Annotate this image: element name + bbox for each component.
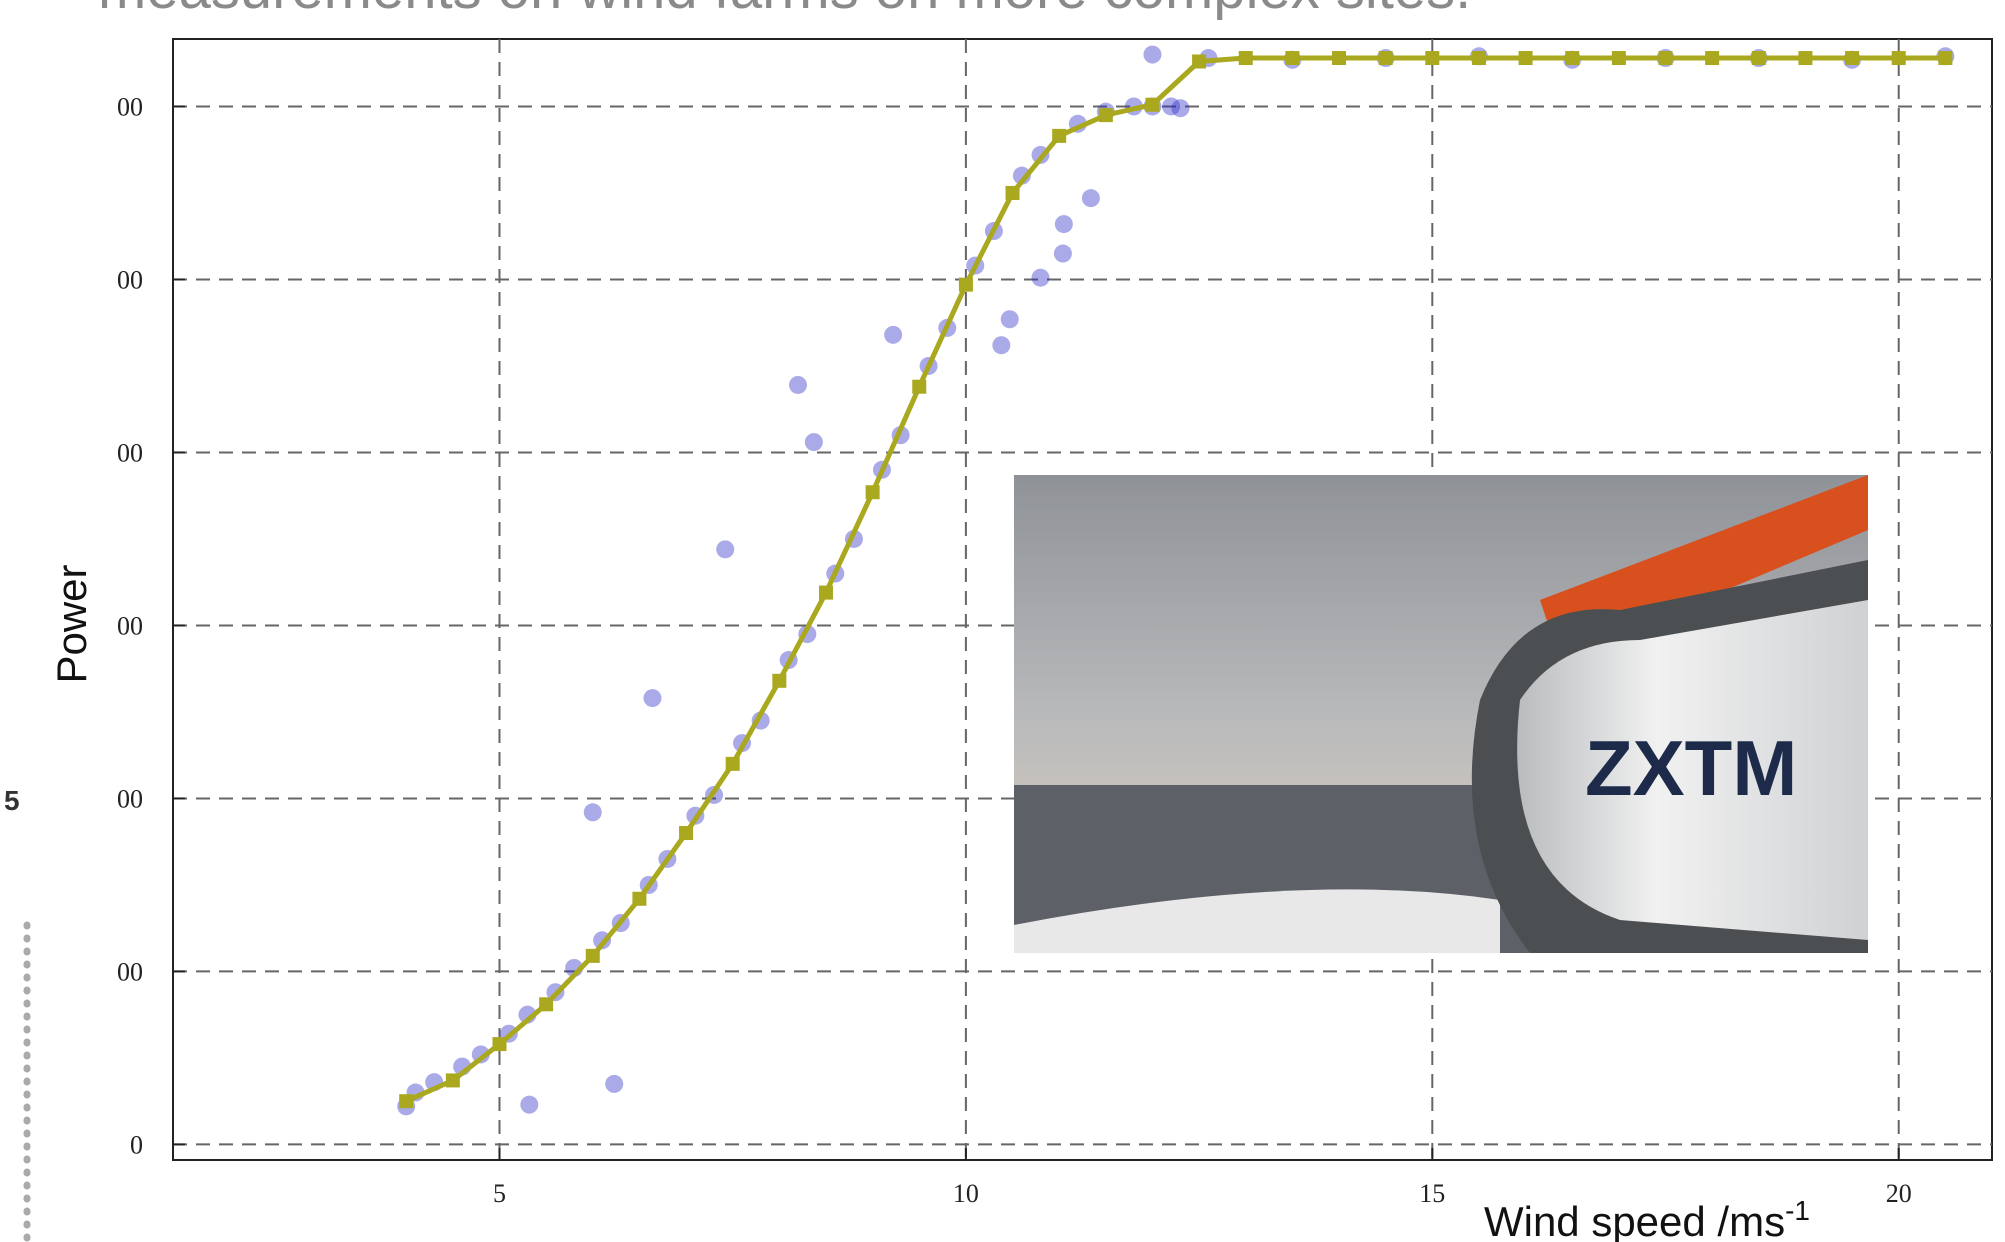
inset-photo: ZXTM <box>1014 475 1868 955</box>
mean-marker <box>1145 98 1159 112</box>
x-axis-label: Wind speed /ms-1 <box>1484 1195 1810 1242</box>
mean-marker <box>446 1073 460 1087</box>
mean-marker <box>539 997 553 1011</box>
slide: measurements on wind farms on more compl… <box>0 0 2005 1242</box>
scatter-point <box>789 376 807 394</box>
scatter-point <box>1171 99 1189 117</box>
scatter-point <box>992 336 1010 354</box>
mean-marker <box>1659 51 1673 65</box>
y-tick-label: 0 <box>130 1130 143 1159</box>
mean-marker <box>1285 51 1299 65</box>
mean-marker <box>1705 51 1719 65</box>
mean-marker <box>1565 51 1579 65</box>
mean-marker <box>1472 51 1486 65</box>
slide-heading: measurements on wind farms on more compl… <box>98 0 1471 21</box>
x-tick-label: 5 <box>493 1179 506 1208</box>
mean-marker <box>1192 54 1206 68</box>
scatter-point <box>1032 269 1050 287</box>
mean-marker <box>1239 51 1253 65</box>
mean-marker <box>1332 51 1346 65</box>
mean-marker <box>492 1037 506 1051</box>
mean-marker <box>1519 51 1533 65</box>
scatter-point <box>1001 310 1019 328</box>
mean-marker <box>399 1094 413 1108</box>
scatter-point <box>1143 46 1161 64</box>
scatter-point <box>1082 189 1100 207</box>
mean-marker <box>1892 51 1906 65</box>
mean-marker <box>1379 51 1393 65</box>
mean-marker <box>632 892 646 906</box>
mean-marker <box>1845 51 1859 65</box>
mean-marker <box>772 674 786 688</box>
mean-marker <box>1052 129 1066 143</box>
mean-marker <box>1798 51 1812 65</box>
y-tick-label: 00 <box>117 784 143 813</box>
scatter-point <box>1054 245 1072 263</box>
x-axis-label-text: Wind speed /ms <box>1484 1198 1785 1242</box>
x-tick-label: 10 <box>953 1179 979 1208</box>
mean-marker <box>912 380 926 394</box>
mean-marker <box>866 485 880 499</box>
mean-marker <box>726 757 740 771</box>
mean-marker <box>1425 51 1439 65</box>
y-tick-label: 00 <box>117 265 143 294</box>
left-fragment: 5 <box>4 785 20 816</box>
scatter-point <box>605 1075 623 1093</box>
y-tick-label: 00 <box>117 438 143 467</box>
y-tick-label: 00 <box>117 611 143 640</box>
scatter-point <box>1055 215 1073 233</box>
x-axis-label-sup: -1 <box>1785 1195 1810 1226</box>
scatter-point <box>584 803 602 821</box>
mean-marker <box>1006 186 1020 200</box>
mean-marker <box>819 586 833 600</box>
inset-logo: ZXTM <box>1585 724 1797 812</box>
scatter-point <box>884 326 902 344</box>
mean-marker <box>586 949 600 963</box>
scatter-point <box>520 1096 538 1114</box>
scatter-point <box>716 540 734 558</box>
scatter-point <box>805 433 823 451</box>
x-tick-label: 20 <box>1886 1179 1912 1208</box>
x-tick-label: 15 <box>1419 1179 1445 1208</box>
mean-marker <box>1752 51 1766 65</box>
mean-marker <box>1612 51 1626 65</box>
y-tick-label: 00 <box>117 92 143 121</box>
mean-marker <box>679 826 693 840</box>
scatter-point <box>643 689 661 707</box>
y-tick-label: 00 <box>117 957 143 986</box>
mean-marker <box>1938 51 1952 65</box>
mean-marker <box>959 278 973 292</box>
mean-marker <box>1099 108 1113 122</box>
y-axis-label: Power <box>48 564 95 683</box>
